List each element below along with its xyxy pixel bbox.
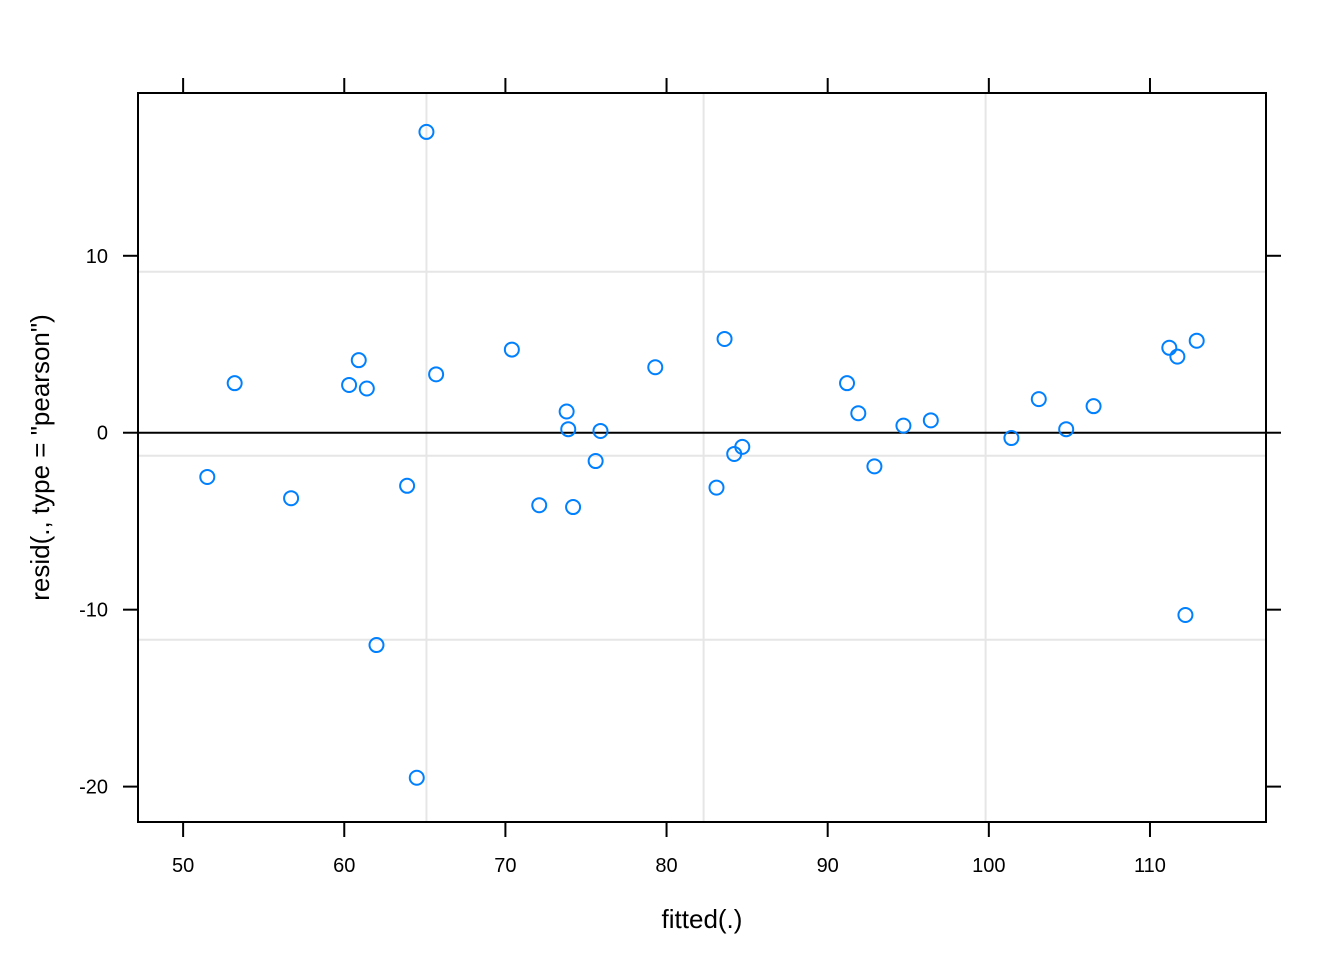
y-tick-label: -20 xyxy=(79,777,108,799)
data-point xyxy=(399,477,416,494)
data-point xyxy=(734,438,751,455)
data-point xyxy=(531,497,548,514)
x-tick-label: 70 xyxy=(494,855,516,877)
data-point xyxy=(1188,332,1205,349)
data-point xyxy=(503,341,520,358)
plot-frame xyxy=(137,92,1267,823)
data-point xyxy=(647,359,664,376)
grid-lines xyxy=(138,93,1266,822)
x-axis-title: fitted(.) xyxy=(662,904,743,934)
data-point xyxy=(708,479,725,496)
data-point xyxy=(1169,348,1186,365)
data-point xyxy=(226,375,243,392)
axis-ticks: 50 60 70 80 90 100 110 -20 -10 0 10 xyxy=(79,78,1281,877)
data-points xyxy=(199,123,1205,786)
data-point xyxy=(565,499,582,516)
x-tick-label: 60 xyxy=(333,855,355,877)
data-point xyxy=(587,453,604,470)
data-point xyxy=(358,380,375,397)
data-point xyxy=(341,376,358,393)
data-point xyxy=(592,422,609,439)
data-point xyxy=(350,352,367,369)
data-point xyxy=(1085,398,1102,415)
data-point xyxy=(922,412,939,429)
data-point xyxy=(418,123,435,140)
data-point xyxy=(408,769,425,786)
data-point xyxy=(428,366,445,383)
data-point xyxy=(199,468,216,485)
y-axis-title: resid(., type = "pearson") xyxy=(25,314,55,601)
data-point xyxy=(866,458,883,475)
x-tick-label: 100 xyxy=(972,855,1005,877)
data-point xyxy=(560,421,577,438)
data-point xyxy=(283,490,300,507)
data-point xyxy=(716,330,733,347)
data-point xyxy=(558,403,575,420)
data-point xyxy=(1003,430,1020,447)
data-point xyxy=(1177,606,1194,623)
y-tick-label: 0 xyxy=(97,423,108,445)
data-point xyxy=(368,637,385,654)
x-tick-label: 90 xyxy=(817,855,839,877)
data-point xyxy=(1030,391,1047,408)
x-tick-label: 80 xyxy=(655,855,677,877)
data-point xyxy=(850,405,867,422)
data-point xyxy=(1058,421,1075,438)
y-tick-label: -10 xyxy=(79,600,108,622)
data-point xyxy=(1161,339,1178,356)
data-point xyxy=(839,375,856,392)
x-tick-label: 50 xyxy=(172,855,194,877)
y-tick-label: 10 xyxy=(86,246,108,268)
x-tick-label: 110 xyxy=(1134,855,1166,877)
data-point xyxy=(895,417,912,434)
